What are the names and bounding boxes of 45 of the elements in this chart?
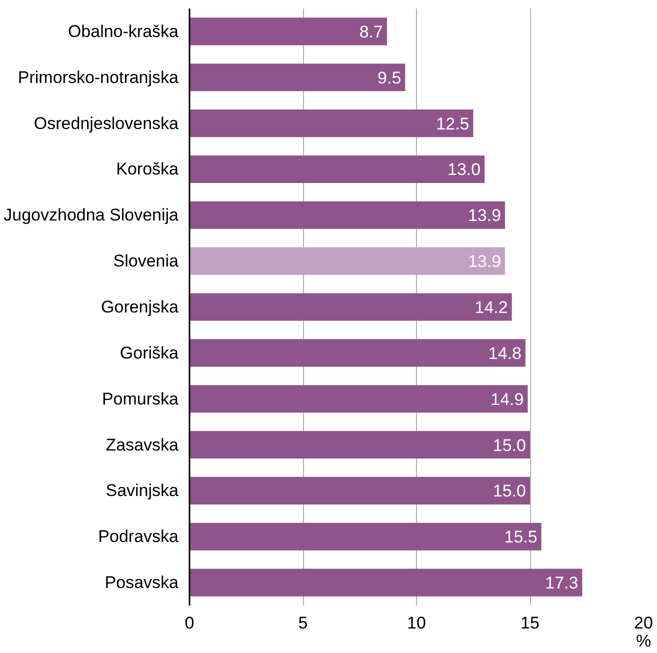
y-tick-label: Posavska: [104, 573, 180, 592]
bar: [190, 293, 512, 321]
data-label: 13.9: [468, 252, 502, 272]
data-label: 15.0: [492, 436, 526, 455]
bar: [190, 110, 474, 138]
data-label: 14.8: [488, 344, 522, 363]
y-tick-label: Obalno-kraška: [68, 22, 180, 41]
y-tick-label: Zasavska: [106, 435, 180, 454]
x-tick-label: 10: [407, 614, 426, 632]
y-tick-label: Primorsko-notranjska: [18, 68, 180, 87]
bar: [190, 476, 530, 504]
bar: [190, 64, 406, 92]
data-label: 14.2: [474, 298, 508, 317]
bar: [190, 385, 528, 413]
bar: [190, 430, 530, 459]
y-tick-label: Savinjska: [106, 481, 180, 500]
data-label: 14.9: [490, 390, 524, 409]
data-label: 8.7: [359, 22, 383, 42]
x-tick-label: 20: [634, 614, 653, 632]
y-tick-label: Slovenia: [113, 252, 180, 271]
x-axis-title: %: [636, 632, 652, 650]
y-tick-label: Goriška: [120, 343, 180, 362]
bar: [190, 155, 485, 184]
data-label: 9.5: [378, 68, 402, 88]
y-tick-label: Gorenjska: [101, 298, 180, 316]
x-tick-label: 15: [520, 614, 540, 632]
x-tick-label: 5: [298, 614, 308, 632]
data-label: 13.9: [468, 206, 502, 226]
data-label: 17.3: [545, 574, 578, 593]
y-tick-label: Podravska: [98, 527, 180, 546]
bar: [190, 568, 582, 596]
data-label: 15.5: [504, 528, 538, 547]
y-tick-label: Jugovzhodna Slovenija: [4, 206, 180, 225]
bar: [190, 201, 506, 229]
bar: [190, 339, 526, 367]
y-tick-label: Pomurska: [102, 389, 180, 408]
bar: [190, 522, 542, 550]
y-tick-label: Koroška: [116, 160, 180, 179]
data-label: 12.5: [436, 114, 470, 134]
data-label: 15.0: [492, 482, 526, 501]
x-tick-label: 0: [184, 614, 194, 632]
bar: [190, 247, 506, 275]
y-tick-label: Osrednjeslovenska: [34, 114, 180, 133]
data-label: 13.0: [448, 160, 481, 180]
bar: [190, 18, 387, 46]
